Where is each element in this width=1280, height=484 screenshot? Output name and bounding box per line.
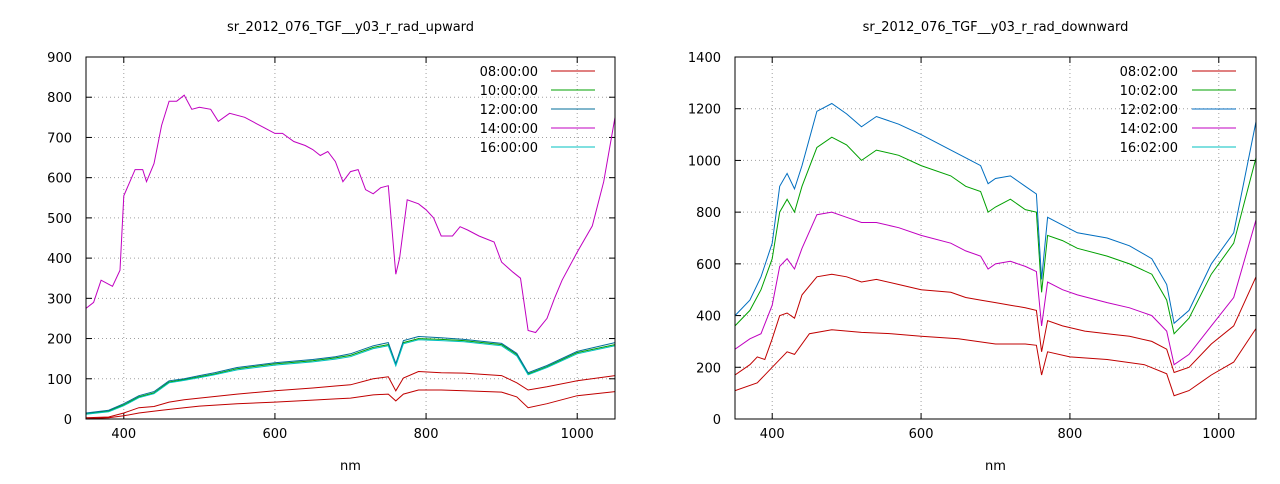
x-tick-label: 1000: [561, 427, 594, 442]
y-tick-label: 900: [47, 51, 72, 66]
y-tick-label: 300: [47, 292, 72, 307]
series-line: [86, 389, 615, 419]
y-tick-label: 800: [47, 91, 72, 106]
chart-downward: sr_2012_076_TGF__y03_r_rad_downward 400 60…: [688, 20, 1257, 474]
y-tick-label: 400: [696, 310, 721, 325]
series-line: [735, 328, 1256, 397]
series-line: [86, 338, 615, 415]
x-axis-label: nm: [340, 459, 361, 474]
y-tick-label: 200: [47, 333, 72, 348]
legend-label: 16:00:00: [480, 141, 538, 156]
series-line: [86, 339, 615, 415]
y-tick-label: 600: [696, 258, 721, 273]
x-tick-label: 400: [111, 427, 136, 442]
plot-frame: [734, 56, 1257, 420]
x-tick-label: 600: [909, 427, 934, 442]
legend-label: 14:00:00: [480, 122, 538, 137]
x-axis-label: nm: [985, 459, 1006, 474]
y-tick-label: 400: [47, 252, 72, 267]
chart-title: sr_2012_076_TGF__y03_r_rad_upward: [227, 20, 474, 35]
legend-label: 10:00:00: [480, 84, 538, 99]
y-tick-label: 800: [696, 206, 721, 221]
series-line: [86, 370, 615, 419]
x-tick-label: 800: [1058, 427, 1083, 442]
y-tick-label: 0: [64, 413, 72, 428]
x-tick-label: 600: [263, 427, 288, 442]
legend-label: 12:02:00: [1120, 103, 1178, 118]
series-line: [735, 102, 1256, 325]
x-tick-label: 1000: [1202, 427, 1235, 442]
legend-label: 12:00:00: [480, 103, 538, 118]
legend-label: 10:02:00: [1120, 84, 1178, 99]
legend-label: 16:02:00: [1120, 141, 1178, 156]
x-tick-label: 800: [414, 427, 439, 442]
legend-label: 14:02:00: [1120, 122, 1178, 137]
chart-upward: sr_2012_076_TGF__y03_r_rad_upward 400 600 8…: [47, 20, 616, 474]
series-line: [86, 94, 615, 334]
y-tick-label: 600: [47, 172, 72, 187]
y-tick-label: 500: [47, 212, 72, 227]
x-tick-label: 400: [760, 427, 785, 442]
y-tick-label: 1200: [688, 103, 721, 118]
series-line: [735, 136, 1256, 335]
legend-label: 08:00:00: [480, 65, 538, 80]
y-tick-label: 100: [47, 373, 72, 388]
series-line: [735, 273, 1256, 376]
chart-title: sr_2012_076_TGF__y03_r_rad_downward: [863, 20, 1129, 35]
y-tick-label: 700: [47, 131, 72, 146]
y-tick-label: 1000: [688, 154, 721, 169]
y-tick-label: 1400: [688, 51, 721, 66]
y-tick-label: 200: [696, 361, 721, 376]
y-tick-label: 0: [713, 413, 721, 428]
series-line: [735, 211, 1256, 366]
plot-frame: [85, 56, 616, 420]
legend-label: 08:02:00: [1120, 65, 1178, 80]
series-line: [86, 335, 615, 414]
